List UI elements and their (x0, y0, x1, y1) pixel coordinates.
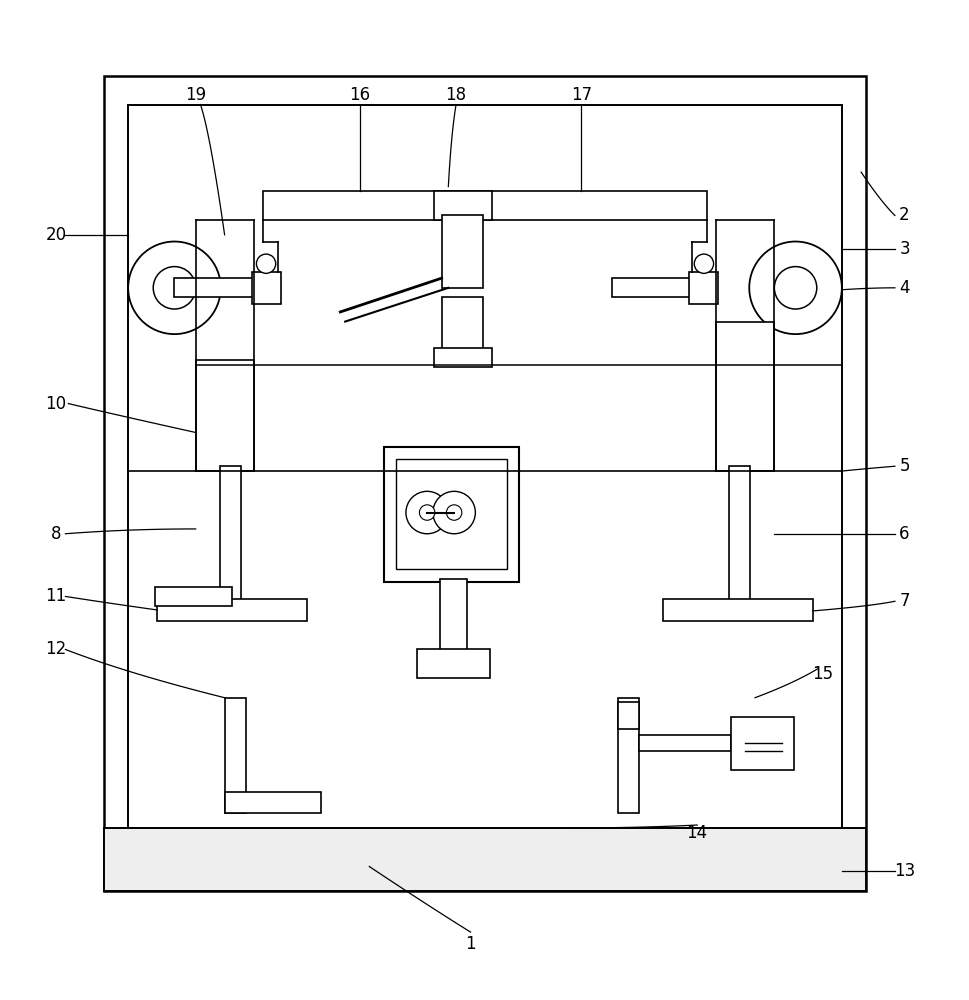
Text: 3: 3 (898, 240, 909, 258)
Bar (716, 322, 773, 471)
Bar (639, 735, 731, 751)
Circle shape (128, 242, 221, 334)
Circle shape (748, 242, 841, 334)
Circle shape (405, 491, 448, 534)
Bar (663, 599, 812, 621)
Bar (128, 105, 841, 866)
Circle shape (773, 267, 816, 309)
Bar (433, 348, 491, 367)
Text: 8: 8 (50, 525, 61, 543)
Text: 20: 20 (46, 226, 66, 244)
Text: 7: 7 (898, 592, 909, 610)
Circle shape (153, 267, 196, 309)
Text: 5: 5 (898, 457, 909, 475)
Circle shape (256, 254, 275, 273)
Bar (729, 466, 749, 606)
Bar (225, 792, 321, 813)
Bar (104, 76, 865, 891)
Bar (225, 698, 245, 813)
Bar (104, 828, 865, 891)
Bar (441, 297, 483, 365)
Text: 4: 4 (898, 279, 909, 297)
Bar (689, 272, 718, 304)
Text: 18: 18 (445, 86, 466, 104)
Text: 13: 13 (893, 862, 914, 880)
Bar (263, 191, 706, 220)
Circle shape (432, 491, 475, 534)
Bar (220, 466, 240, 606)
Bar (251, 272, 280, 304)
Bar (157, 599, 306, 621)
Bar (439, 579, 466, 654)
Text: 1: 1 (465, 935, 476, 953)
Bar (396, 459, 507, 569)
Bar (611, 278, 699, 297)
Bar (617, 698, 639, 813)
Bar (731, 717, 793, 770)
Text: 11: 11 (46, 587, 67, 605)
Text: 17: 17 (571, 86, 591, 104)
Text: 12: 12 (46, 640, 67, 658)
Bar (155, 587, 233, 606)
Bar (433, 191, 491, 220)
Circle shape (419, 505, 434, 520)
Bar (384, 447, 518, 582)
Text: 6: 6 (898, 525, 909, 543)
Bar (417, 649, 489, 678)
Bar (174, 278, 261, 297)
Bar (196, 360, 253, 471)
Text: 16: 16 (349, 86, 370, 104)
Text: 14: 14 (686, 824, 707, 842)
Text: 2: 2 (898, 206, 909, 224)
Text: 10: 10 (46, 395, 66, 413)
Circle shape (446, 505, 461, 520)
Bar (441, 215, 483, 288)
Text: 19: 19 (185, 86, 206, 104)
Circle shape (694, 254, 713, 273)
Bar (617, 702, 639, 729)
Text: 15: 15 (811, 665, 832, 683)
